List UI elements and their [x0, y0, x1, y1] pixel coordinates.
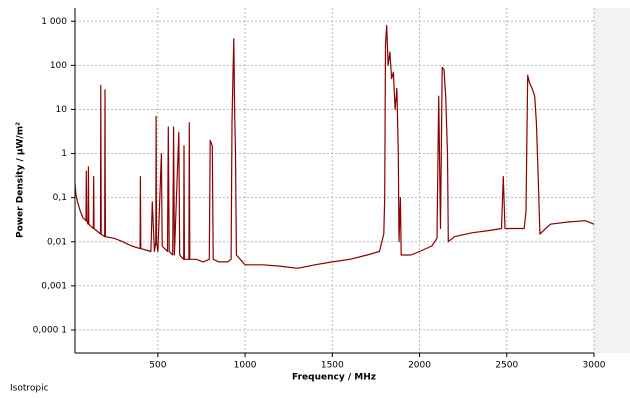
x-tick-label: 500: [149, 361, 166, 371]
x-tick-label: 2000: [408, 361, 431, 371]
y-tick-label: 0,1: [53, 193, 67, 203]
plot-margin: [594, 8, 630, 353]
y-tick-label: 1 000: [41, 17, 67, 27]
y-tick-label: 10: [56, 105, 68, 115]
y-tick-label: 100: [50, 61, 67, 71]
y-tick-label: 0,01: [47, 237, 67, 247]
y-tick-label: 1: [61, 149, 67, 159]
y-tick-label: 0,000 1: [33, 325, 67, 335]
y-tick-label: 0,001: [41, 281, 67, 291]
x-tick-label: 1500: [321, 361, 344, 371]
x-tick-label: 3000: [583, 361, 606, 371]
x-tick-label: 2500: [495, 361, 518, 371]
x-tick-label: 1000: [234, 361, 257, 371]
x-axis-label: Frequency / MHz: [292, 373, 376, 383]
series-line: [74, 24, 595, 269]
y-axis-label: Power Density / µW/m²: [16, 122, 26, 238]
plot-area: [75, 8, 594, 353]
footnote: Isotropic: [10, 384, 49, 394]
